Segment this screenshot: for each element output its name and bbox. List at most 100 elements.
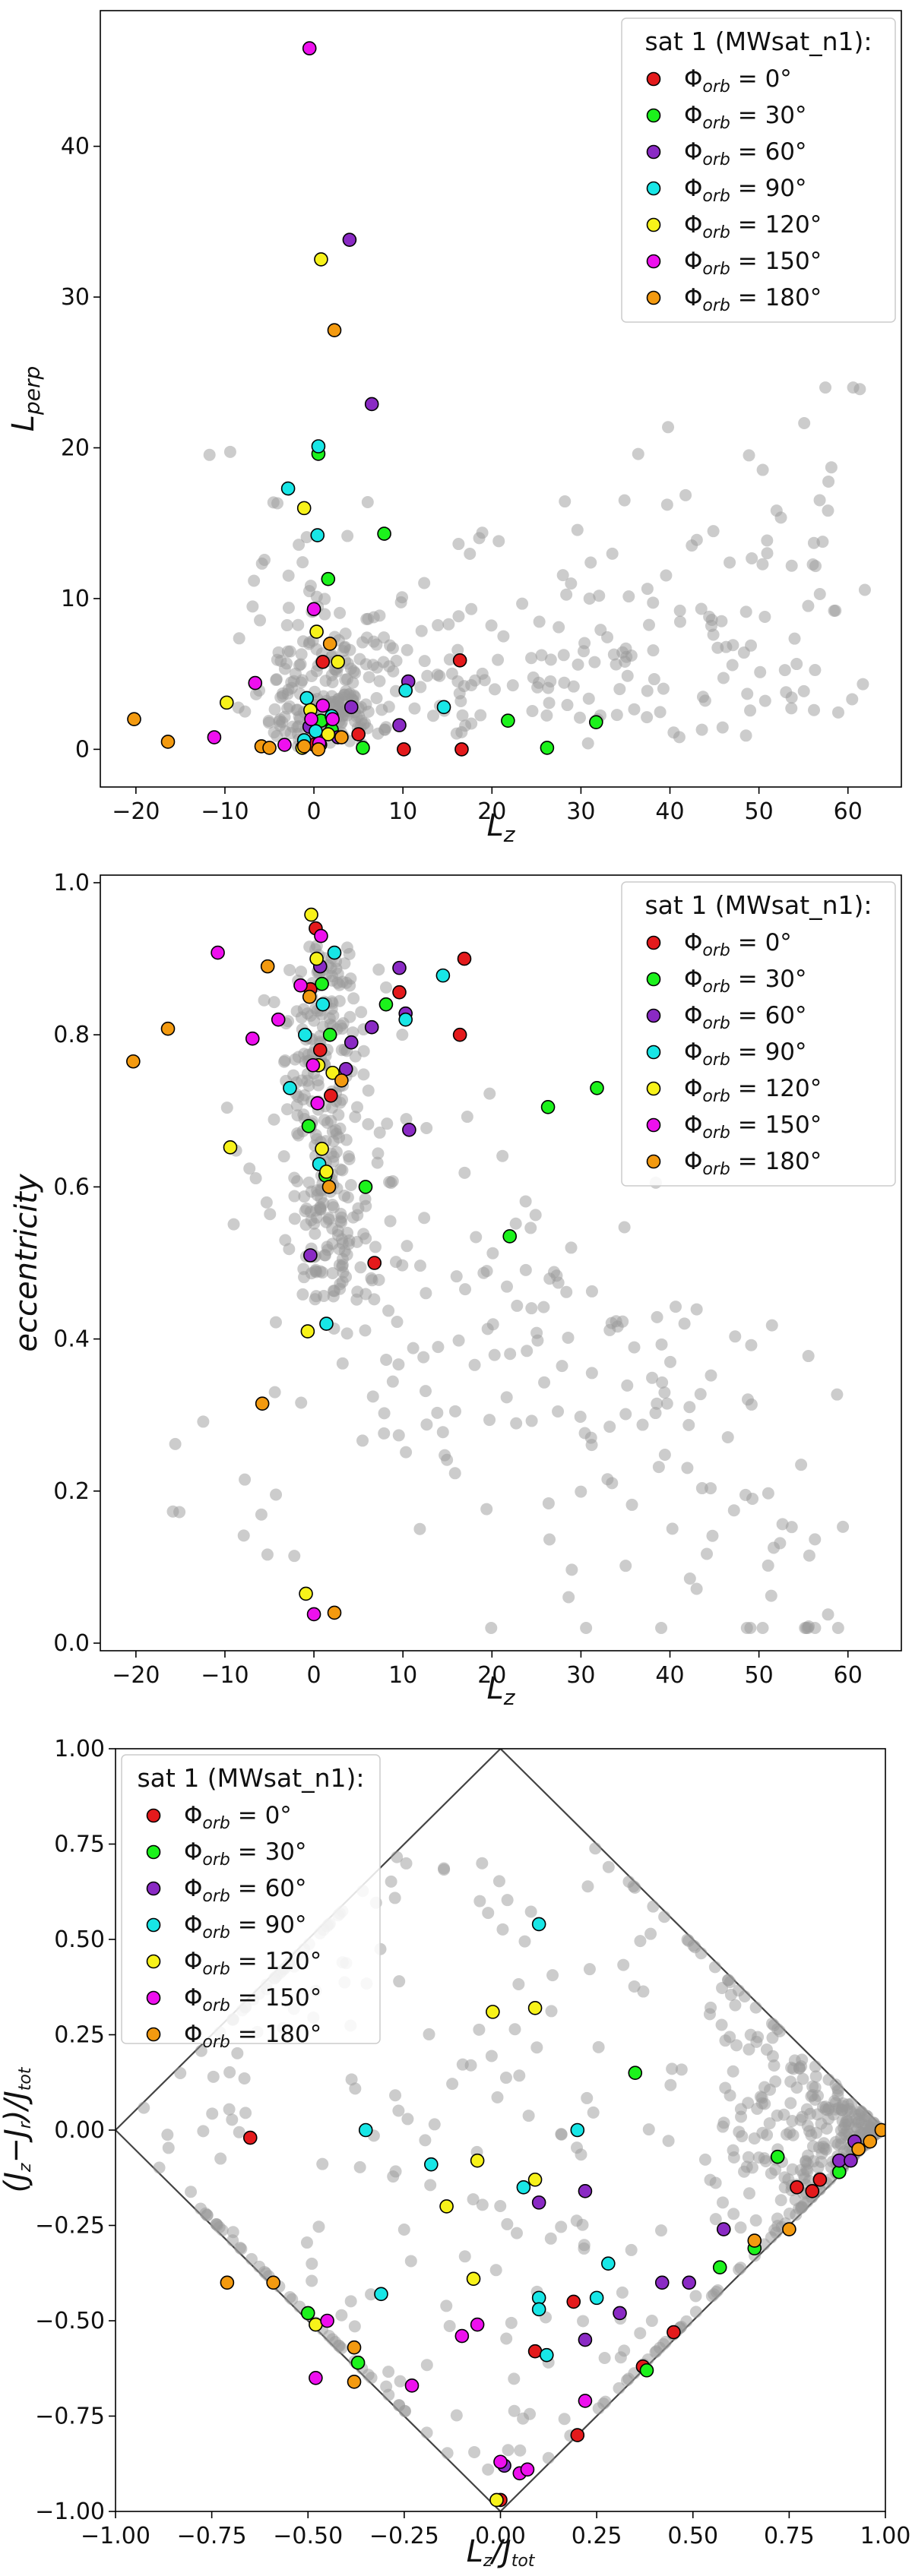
background-point bbox=[459, 1283, 472, 1296]
background-point bbox=[530, 2041, 543, 2054]
data-point bbox=[424, 2157, 439, 2172]
background-point bbox=[382, 1304, 395, 1317]
background-point bbox=[681, 1933, 694, 1946]
x-tick-label: 40 bbox=[655, 798, 684, 825]
background-point bbox=[560, 1285, 573, 1298]
background-point bbox=[284, 727, 297, 740]
background-point bbox=[795, 1459, 808, 1471]
background-point bbox=[382, 2366, 395, 2378]
background-point bbox=[331, 967, 344, 980]
background-point bbox=[774, 2194, 787, 2207]
background-point bbox=[645, 2315, 658, 2328]
background-point bbox=[400, 1857, 413, 1870]
background-point bbox=[486, 1318, 499, 1331]
background-point bbox=[581, 1880, 594, 1893]
background-point bbox=[380, 2380, 393, 2393]
data-point bbox=[812, 2172, 828, 2187]
background-point bbox=[543, 1533, 556, 1546]
background-point bbox=[480, 1503, 493, 1516]
background-point bbox=[318, 1249, 331, 1262]
data-point bbox=[283, 1080, 297, 1095]
legend-box bbox=[621, 17, 896, 323]
background-point bbox=[347, 676, 359, 689]
data-point bbox=[347, 2375, 362, 2389]
background-point bbox=[206, 2107, 219, 2120]
background-point bbox=[372, 1147, 385, 1160]
background-point bbox=[763, 2117, 776, 2130]
data-point bbox=[527, 2172, 543, 2187]
background-point bbox=[360, 631, 373, 644]
data-point bbox=[712, 2260, 727, 2275]
background-point bbox=[578, 645, 591, 658]
panel-2: −20 −10 0 10 20 30 40 50 600.00.20.40.60.81.0Lze… bbox=[9, 870, 902, 1710]
data-point bbox=[770, 2149, 785, 2164]
x-tick-label: −10 bbox=[201, 798, 249, 825]
background-point bbox=[628, 1980, 641, 1993]
background-point bbox=[282, 569, 295, 582]
background-point bbox=[613, 2382, 625, 2394]
legend-marker bbox=[646, 217, 661, 232]
series-phi30 bbox=[300, 2066, 847, 2378]
data-point bbox=[309, 724, 323, 738]
background-point bbox=[415, 624, 428, 637]
background-point bbox=[660, 569, 673, 582]
background-point bbox=[502, 2444, 515, 2457]
background-point bbox=[258, 553, 271, 566]
background-point bbox=[632, 447, 644, 460]
background-point bbox=[658, 1448, 671, 1461]
background-point bbox=[510, 1417, 523, 1430]
legend-marker bbox=[646, 71, 661, 87]
background-point bbox=[389, 684, 402, 697]
legend: sat 1 (MWsat_n1): Φorb = 0° Φorb = 30° Φorb… bbox=[621, 17, 896, 323]
legend-label: Φorb = 120° bbox=[684, 1075, 822, 1106]
background-point bbox=[771, 2109, 784, 2122]
background-point bbox=[558, 676, 571, 689]
background-point bbox=[365, 2288, 378, 2301]
data-point bbox=[520, 2462, 535, 2477]
background-point bbox=[822, 1608, 834, 1621]
legend-label: Φorb = 30° bbox=[684, 966, 807, 997]
background-point bbox=[663, 1355, 676, 1368]
background-point bbox=[562, 1591, 575, 1604]
y-tick-label: 30 bbox=[61, 284, 90, 311]
background-point bbox=[742, 1393, 755, 1406]
background-point bbox=[340, 1327, 353, 1340]
background-point bbox=[383, 660, 396, 673]
legend-label: Φorb = 180° bbox=[684, 1148, 822, 1179]
x-tick-label: 0.00 bbox=[475, 2523, 526, 2549]
background-point bbox=[800, 1621, 813, 1634]
background-point bbox=[482, 2463, 495, 2476]
background-point bbox=[542, 1497, 555, 1509]
background-point bbox=[658, 1911, 671, 1923]
background-point bbox=[291, 1174, 304, 1187]
legend-marker bbox=[646, 935, 661, 950]
background-point bbox=[287, 1069, 300, 1082]
background-point bbox=[363, 671, 375, 684]
background-point bbox=[724, 1988, 737, 2001]
legend-marker bbox=[146, 1808, 161, 1823]
data-point bbox=[378, 997, 394, 1012]
background-point bbox=[571, 2141, 584, 2154]
background-point bbox=[433, 669, 446, 682]
background-point bbox=[456, 709, 469, 722]
background-point bbox=[249, 687, 262, 700]
x-tick-label: −0.50 bbox=[273, 2523, 343, 2549]
background-point bbox=[293, 539, 306, 552]
y-tick-label: 0.0 bbox=[53, 1630, 90, 1657]
background-point bbox=[598, 2352, 611, 2365]
x-tick-label: 50 bbox=[745, 1662, 774, 1689]
background-point bbox=[504, 1348, 517, 1361]
background-point bbox=[555, 2220, 568, 2233]
background-point bbox=[349, 1050, 362, 1063]
background-point bbox=[289, 1053, 302, 1066]
y-tick-label: 0 bbox=[75, 736, 90, 763]
background-point bbox=[161, 2129, 174, 2141]
data-point bbox=[454, 2328, 470, 2344]
background-point bbox=[766, 2050, 779, 2062]
background-point bbox=[381, 1117, 394, 1130]
background-point bbox=[342, 1150, 355, 1163]
background-point bbox=[506, 679, 519, 692]
y-tick-label: 0.00 bbox=[54, 2117, 105, 2144]
background-point bbox=[458, 1166, 471, 1179]
